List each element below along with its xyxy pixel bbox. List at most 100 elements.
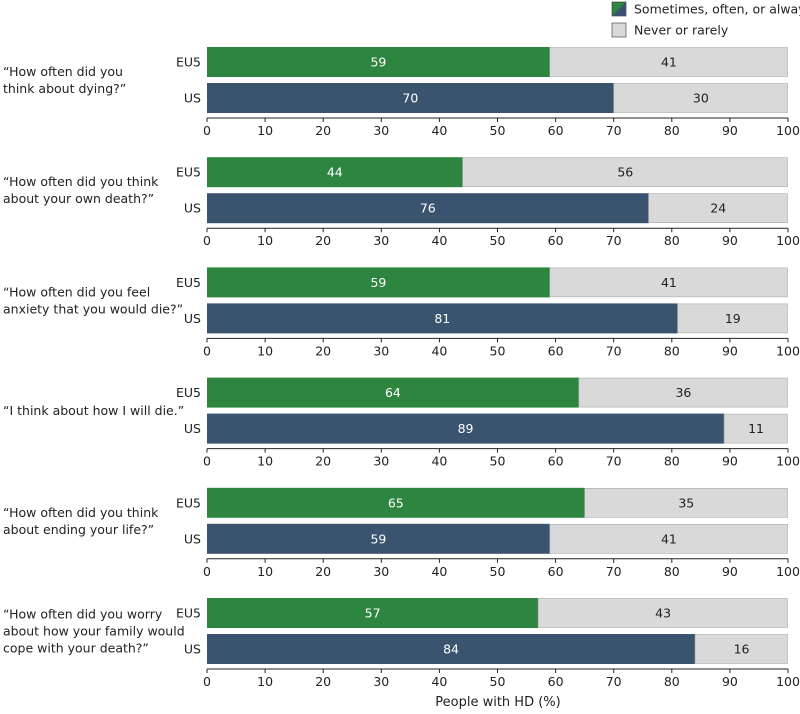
bar-eu5-yes [207, 598, 539, 628]
x-tick-label: 100 [776, 123, 800, 138]
x-tick-label: 30 [373, 233, 389, 248]
data-label-eu5-yes: 57 [365, 606, 381, 621]
bar-us-yes [207, 413, 725, 444]
bar-eu5-no [584, 487, 788, 518]
bar-eu5-yes [207, 267, 550, 298]
x-tick-label: 70 [606, 233, 622, 248]
data-label-eu5-no: 43 [655, 606, 671, 621]
group-label-us: US [184, 421, 201, 436]
x-tick-label: 80 [664, 564, 680, 579]
data-label-us-yes: 59 [370, 531, 386, 546]
panel-6: 57 43 EU5 84 16 US “How often did you worry abo… [3, 598, 800, 689]
data-label-us-yes: 70 [402, 91, 418, 106]
x-tick-label: 60 [548, 674, 564, 689]
bar-us-no [648, 193, 788, 223]
x-tick-label: 20 [315, 233, 331, 248]
x-tick-label: 50 [490, 674, 506, 689]
data-label-eu5-yes: 59 [370, 275, 386, 290]
panel-4: 64 36 EU5 89 11 US“I think about how I will d… [3, 377, 800, 469]
data-label-us-no: 19 [725, 311, 741, 326]
x-tick-label: 0 [203, 233, 211, 248]
x-tick-label: 10 [257, 564, 273, 579]
x-tick-label: 10 [257, 123, 273, 138]
x-tick-label: 40 [431, 564, 447, 579]
x-tick-label: 30 [373, 343, 389, 358]
x-tick-label: 20 [315, 123, 331, 138]
x-tick-label: 20 [315, 674, 331, 689]
x-tick-label: 80 [664, 233, 680, 248]
data-label-eu5-no: 35 [678, 495, 694, 510]
group-label-us: US [184, 531, 201, 546]
x-tick-label: 70 [606, 564, 622, 579]
data-label-eu5-no: 56 [617, 165, 633, 180]
x-tick-label: 60 [548, 454, 564, 469]
x-tick-label: 100 [776, 564, 800, 579]
question-line: “How often did you feel [3, 284, 150, 299]
data-label-us-no: 41 [661, 531, 677, 546]
question-line: about ending your life?” [3, 522, 154, 537]
x-tick-label: 30 [373, 674, 389, 689]
x-tick-label: 10 [257, 674, 273, 689]
legend-swatch-yes-blue [612, 2, 626, 16]
data-label-eu5-yes: 44 [327, 165, 343, 180]
data-label-us-yes: 84 [443, 642, 459, 657]
legend-label-no: Never or rarely [634, 23, 729, 38]
panel-1: 59 41 EU5 70 30 US “How often did you think abo… [3, 47, 800, 138]
data-label-us-no: 30 [693, 91, 709, 106]
x-tick-label: 90 [722, 123, 738, 138]
x-tick-label: 80 [664, 454, 680, 469]
data-label-us-yes: 76 [420, 201, 436, 216]
x-tick-label: 70 [606, 674, 622, 689]
data-label-eu5-yes: 59 [370, 55, 386, 70]
x-tick-label: 20 [315, 454, 331, 469]
x-tick-label: 20 [315, 343, 331, 358]
x-tick-label: 50 [490, 454, 506, 469]
question-line: about how your family would [3, 624, 185, 639]
bar-us-no [677, 303, 788, 334]
x-tick-label: 0 [203, 343, 211, 358]
question-line: “I think about how I will die.” [3, 403, 184, 418]
x-tick-label: 50 [490, 233, 506, 248]
question-line: “How often did you [3, 64, 123, 79]
question-line: cope with your death?” [3, 641, 149, 656]
group-label-eu5: EU5 [176, 165, 201, 180]
x-tick-label: 40 [431, 233, 447, 248]
bar-eu5-no [537, 598, 788, 628]
bar-eu5-no [462, 157, 788, 187]
x-tick-label: 90 [722, 233, 738, 248]
x-axis-label: People with HD (%) [435, 695, 560, 710]
data-label-eu5-no: 36 [675, 385, 691, 400]
x-tick-label: 40 [431, 674, 447, 689]
data-label-us-no: 24 [710, 201, 726, 216]
question-line: anxiety that you would die?” [3, 301, 183, 316]
x-tick-label: 30 [373, 564, 389, 579]
panel-3: 59 41 EU5 81 19 US “How often did you feel anxi… [3, 267, 800, 358]
group-label-us: US [184, 201, 201, 216]
x-tick-label: 90 [722, 674, 738, 689]
bar-eu5-yes [207, 157, 463, 188]
x-tick-label: 100 [776, 233, 800, 248]
data-label-us-yes: 89 [458, 421, 474, 436]
x-tick-label: 60 [548, 233, 564, 248]
x-tick-label: 10 [257, 233, 273, 248]
question-line: “How often did you worry [3, 607, 163, 622]
question-line: think about dying?” [3, 81, 126, 96]
question-line: about your own death?” [3, 191, 154, 206]
x-tick-label: 40 [431, 123, 447, 138]
bar-eu5-yes [207, 377, 579, 408]
x-tick-label: 60 [548, 123, 564, 138]
data-label-eu5-yes: 64 [385, 385, 401, 400]
bar-eu5-no [549, 47, 788, 77]
data-label-us-yes: 81 [434, 311, 450, 326]
data-label-us-no: 11 [748, 421, 764, 436]
x-tick-label: 100 [776, 454, 800, 469]
bar-us-no [694, 634, 788, 664]
x-tick-label: 90 [722, 454, 738, 469]
data-label-eu5-yes: 65 [388, 495, 404, 510]
panel-2: 44 56 EU5 76 24 US “How often did you think abo… [3, 157, 800, 248]
x-tick-label: 0 [203, 674, 211, 689]
group-label-eu5: EU5 [176, 55, 201, 70]
x-tick-label: 0 [203, 454, 211, 469]
group-label-eu5: EU5 [176, 606, 201, 621]
